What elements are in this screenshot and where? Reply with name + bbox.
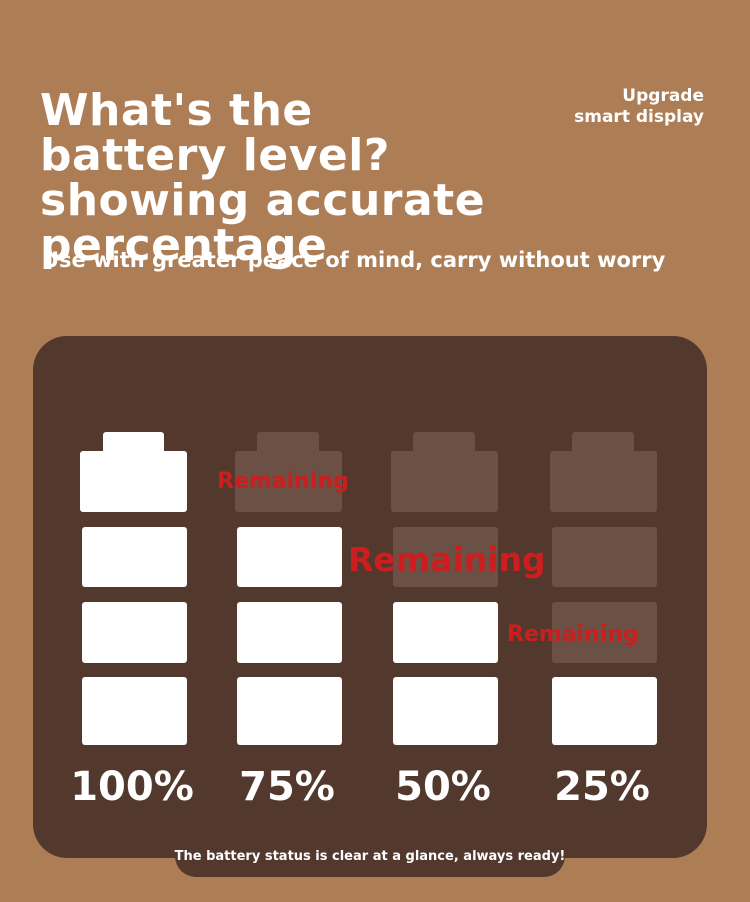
footer-note: The battery status is clear at a glance,…: [175, 835, 565, 877]
page-subtitle: Use with greater peace of mind, carry wi…: [42, 248, 666, 272]
battery-cell: [393, 677, 498, 745]
battery-percent-label: 100%: [70, 764, 194, 810]
upgrade-badge: Upgrade smart display: [574, 86, 704, 127]
battery-cell: [80, 451, 187, 512]
battery-cell: [237, 527, 342, 587]
battery-cell: [237, 602, 342, 663]
battery-cap: [572, 432, 634, 454]
remaining-label: Remaining: [348, 540, 546, 579]
battery-cell: [550, 451, 657, 512]
battery-cell: [82, 677, 187, 745]
battery-percent-label: 50%: [395, 764, 491, 810]
battery-percent-label: 75%: [239, 764, 335, 810]
battery-cell: [552, 602, 657, 663]
battery-panel: [33, 336, 707, 858]
battery-cell: [82, 527, 187, 587]
battery-cell: [552, 677, 657, 745]
page-title: What's the battery level? showing accura…: [40, 85, 486, 271]
battery-cap: [413, 432, 475, 454]
remaining-label: Remaining: [507, 622, 639, 647]
battery-cell: [235, 451, 342, 512]
battery-cell: [391, 451, 498, 512]
battery-percent-label: 25%: [554, 764, 650, 810]
battery-cap: [103, 432, 164, 454]
battery-cell: [393, 602, 498, 663]
battery-cell: [237, 677, 342, 745]
battery-cell: [393, 527, 498, 587]
battery-cell: [552, 527, 657, 587]
battery-cell: [82, 602, 187, 663]
remaining-label: Remaining: [217, 469, 349, 494]
battery-cap: [257, 432, 319, 454]
